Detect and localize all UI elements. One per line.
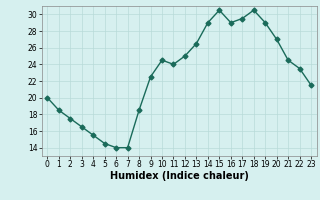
X-axis label: Humidex (Indice chaleur): Humidex (Indice chaleur)	[110, 171, 249, 181]
